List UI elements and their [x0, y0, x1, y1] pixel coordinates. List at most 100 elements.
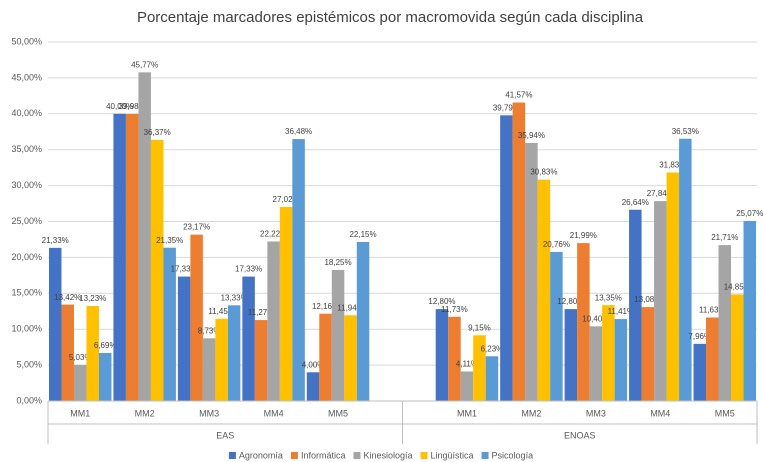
bar — [693, 343, 707, 401]
data-label: 13,33% — [221, 293, 248, 302]
data-label: 36,48% — [285, 127, 312, 136]
data-label: 36,37% — [144, 128, 171, 137]
bar — [202, 338, 216, 401]
data-label: 18,25% — [324, 258, 351, 267]
bar — [435, 309, 449, 401]
bar — [706, 317, 719, 401]
bar — [718, 245, 732, 401]
bar — [602, 305, 615, 401]
data-label: 13,35% — [595, 293, 622, 302]
bar — [125, 113, 139, 401]
bar — [500, 115, 513, 401]
chart-title: Porcentaje marcadores epistémicos por ma… — [137, 9, 644, 26]
legend-label: Agronomía — [239, 450, 283, 460]
bar — [666, 172, 680, 401]
data-label: 23,17% — [183, 223, 210, 232]
bar — [242, 276, 255, 401]
data-label: 35,94% — [518, 131, 545, 140]
bar — [460, 371, 474, 401]
group-label: ENOAS — [564, 430, 596, 440]
data-label: 36,53% — [672, 127, 699, 136]
data-label: 31,83% — [659, 161, 686, 170]
bar — [564, 309, 578, 401]
legend-label: Psicología — [492, 450, 534, 460]
y-tick-label: 25,00% — [11, 216, 42, 226]
data-label: 12,80% — [428, 297, 455, 306]
legend-label: Informática — [301, 450, 346, 460]
legend-label: Kinesiología — [363, 450, 412, 460]
y-tick-label: 40,00% — [11, 108, 42, 118]
x-tick-label: MM4 — [264, 408, 284, 418]
data-label: 10,40% — [582, 314, 609, 323]
bar — [86, 306, 99, 401]
bar — [485, 356, 499, 401]
data-label: 39,98% — [119, 102, 146, 111]
data-label: 30,83% — [530, 168, 557, 177]
bar — [227, 305, 241, 401]
bar — [319, 313, 332, 401]
bar — [743, 220, 757, 401]
data-label: 22,22% — [260, 230, 287, 239]
bar — [267, 241, 280, 401]
x-tick-label: MM5 — [715, 408, 735, 418]
bar — [177, 276, 191, 401]
data-label: 4,11% — [456, 360, 478, 369]
x-tick-label: MM1 — [457, 408, 477, 418]
data-label: 11,41% — [608, 307, 635, 316]
bar — [190, 234, 203, 401]
x-tick-label: MM5 — [328, 408, 348, 418]
bar — [279, 206, 293, 401]
data-label: 40,00% — [106, 102, 133, 111]
data-label: 13,23% — [79, 294, 106, 303]
legend-swatch — [353, 452, 361, 459]
data-label: 6,23% — [481, 344, 504, 353]
x-tick-label: MM3 — [586, 408, 606, 418]
bar — [254, 320, 268, 401]
bar — [577, 243, 590, 401]
data-label: 20,76% — [543, 240, 570, 249]
data-label: 14,85% — [724, 282, 751, 291]
bar — [654, 201, 667, 401]
bar — [537, 179, 551, 401]
x-tick-label: MM3 — [199, 408, 219, 418]
data-label: 17,33% — [171, 265, 198, 274]
data-label: 13,42% — [54, 293, 81, 302]
legend-swatch — [290, 452, 298, 459]
bar — [589, 326, 603, 401]
data-label: 26,64% — [622, 198, 649, 207]
bar — [473, 335, 486, 401]
data-label: 7,96% — [688, 332, 711, 341]
bar — [331, 269, 345, 401]
y-tick-label: 10,00% — [11, 324, 42, 334]
bar — [525, 142, 538, 401]
y-tick-label: 15,00% — [11, 288, 42, 298]
bar — [292, 139, 305, 401]
bar — [215, 318, 228, 401]
y-tick-label: 0,00% — [16, 395, 42, 405]
x-tick-label: MM2 — [135, 408, 155, 418]
bar — [306, 372, 320, 401]
data-label: 21,71% — [711, 233, 738, 242]
bar — [679, 138, 692, 401]
bar — [731, 294, 744, 401]
data-label: 21,33% — [42, 236, 69, 245]
y-tick-label: 45,00% — [11, 72, 42, 82]
data-label: 11,27% — [248, 308, 275, 317]
bar — [356, 241, 370, 401]
data-label: 6,69% — [94, 341, 117, 350]
bar — [614, 319, 628, 401]
data-label: 39,79% — [493, 103, 520, 112]
bar — [48, 247, 62, 401]
bar — [641, 307, 655, 401]
data-label: 25,07% — [736, 209, 763, 218]
y-tick-label: 20,00% — [11, 252, 42, 262]
data-label: 11,63% — [699, 306, 726, 315]
data-label: 12,80% — [557, 297, 584, 306]
data-label: 5,03% — [69, 353, 92, 362]
legend-label: Lingüística — [431, 450, 474, 460]
data-label: 21,99% — [570, 231, 597, 240]
y-tick-label: 35,00% — [11, 144, 42, 154]
bar — [448, 316, 461, 401]
x-tick-label: MM4 — [650, 408, 670, 418]
